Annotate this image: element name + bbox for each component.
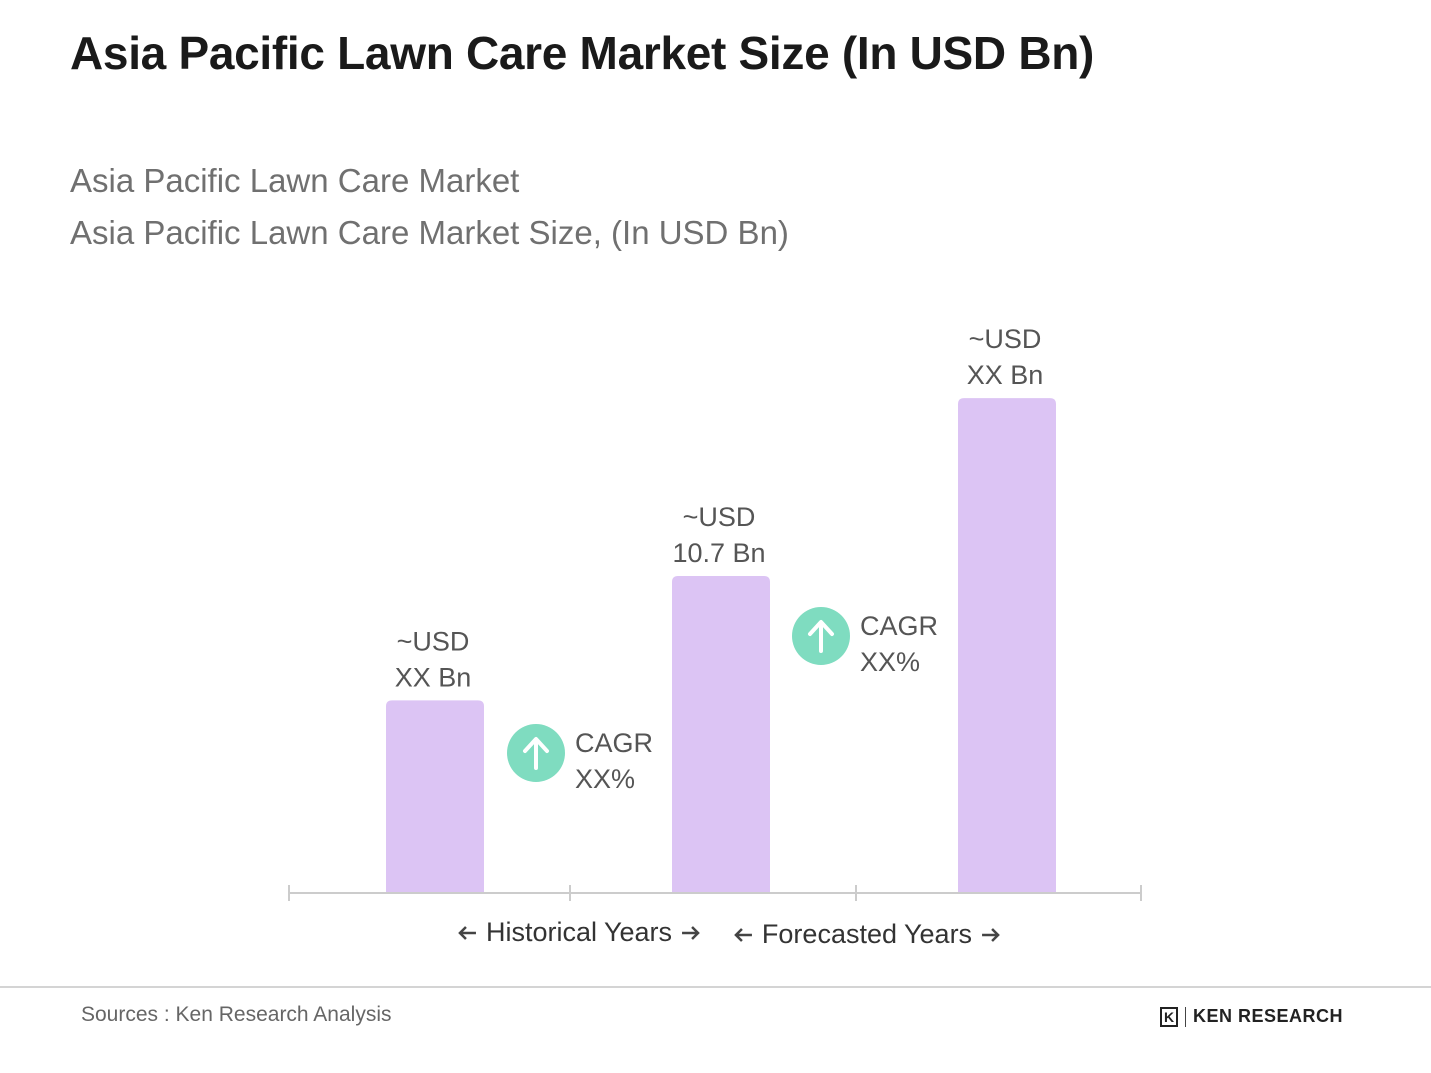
bar — [958, 398, 1056, 893]
data-label: ~USD — [969, 324, 1042, 354]
chart-subtitle-units: Asia Pacific Lawn Care Market Size, (In … — [70, 214, 789, 251]
data-label: XX Bn — [395, 662, 472, 692]
bar — [672, 575, 770, 893]
page-title: Asia Pacific Lawn Care Market Size (In U… — [70, 27, 1095, 79]
source-note: Sources : Ken Research Analysis — [81, 1003, 392, 1026]
footer-divider — [0, 986, 1431, 988]
data-label: XX Bn — [967, 360, 1044, 390]
period-label: Forecasted Years — [762, 919, 972, 949]
brand-separator — [1185, 1006, 1186, 1027]
cagr-label: CAGR — [860, 611, 938, 641]
brand-mark-icon: K — [1160, 1006, 1178, 1027]
cagr-label: CAGR — [575, 728, 653, 758]
chart-subtitle: Asia Pacific Lawn Care Market — [70, 162, 520, 199]
bar-chart: ~USD XX Bn ~USD 10.7 Bn ~USD XX Bn CAGR XX% CAGR… — [288, 324, 1142, 949]
period-label-group: Forecasted Years — [734, 919, 1000, 949]
data-label: 10.7 Bn — [672, 538, 765, 568]
data-label: ~USD — [683, 502, 756, 532]
brand-name: KEN RESEARCH — [1193, 1006, 1344, 1026]
arrow-right-icon — [982, 928, 1000, 942]
period-label: Historical Years — [486, 917, 672, 947]
arrow-left-icon — [458, 926, 476, 940]
arrow-up-icon — [523, 737, 549, 770]
cagr-value: XX% — [860, 647, 920, 677]
data-label: ~USD — [397, 626, 470, 656]
arrow-left-icon — [734, 928, 752, 942]
brand-logo: K KEN RESEARCH — [1160, 1006, 1343, 1027]
bar — [386, 700, 484, 893]
arrow-up-icon — [808, 620, 834, 653]
cagr-value: XX% — [575, 764, 635, 794]
period-label-group: Historical Years — [458, 917, 700, 947]
arrow-right-icon — [682, 926, 700, 940]
